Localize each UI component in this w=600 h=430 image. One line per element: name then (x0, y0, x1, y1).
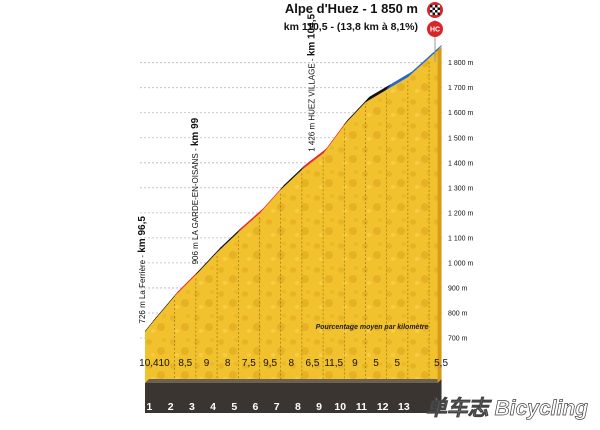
gradient-note: Pourcentage moyen par kilomètre (316, 324, 429, 331)
landmark-name: LA GARDE-EN-OISANS - (191, 146, 200, 240)
km-label: 7 (274, 401, 280, 413)
ytick-label: 1 100 m (448, 235, 473, 242)
ytick-label: 1 200 m (448, 210, 473, 217)
ytick-label: 1 500 m (448, 135, 473, 142)
km-label: 5 (231, 401, 237, 413)
landmark-km: km 104,5 (307, 13, 318, 56)
km-label: 9 (316, 401, 322, 413)
km-label: 10 (334, 401, 346, 413)
profile-area (145, 50, 438, 383)
finish-flag-icon (427, 2, 443, 18)
category-badge: HC (427, 21, 443, 37)
landmark-label: 726 m La Ferrière - km 96,5 (137, 216, 148, 324)
km-label: 2 (168, 401, 174, 413)
landmark-altitude: 906 m (191, 240, 200, 264)
ytick-label: 1 300 m (448, 185, 473, 192)
gradient-label: 8,5 (178, 358, 192, 369)
ytick-label: 1 600 m (448, 110, 473, 117)
gradient-label: 8 (225, 358, 231, 369)
gradient-label: 9,5 (263, 358, 277, 369)
km-label: 12 (377, 401, 389, 413)
gradient-label: 10 (159, 358, 171, 369)
landmark-km: km 96,5 (137, 216, 148, 253)
gradient-label: 7,5 (242, 358, 256, 369)
profile-side (437, 46, 442, 383)
gradient-label: 9 (352, 358, 358, 369)
chart-subtitle: km 110,5 - (13,8 km à 8,1%) (284, 21, 418, 33)
landmark-name: HUEZ VILLAGE - (308, 56, 317, 120)
km-label: 3 (189, 401, 195, 413)
gradient-label: 5 (373, 358, 379, 369)
km-label: 6 (253, 401, 259, 413)
km-labels: 1 2 3 4 5 6 7 8 9 10 11 12 13 (147, 401, 410, 413)
svg-text:HC: HC (430, 27, 440, 34)
watermark-logo: 单车志 Bicycling (426, 396, 588, 420)
gradient-labels: 10,4 10 8,5 9 8 7,5 9,5 8 6,5 11,5 9 5 5 5,5 (139, 358, 448, 369)
km-label: 1 (147, 401, 153, 413)
ytick-label: 1 700 m (448, 85, 473, 92)
km-label: 11 (356, 401, 367, 413)
landmarks: 726 m La Ferrière - km 96,5 906 m LA GARD… (137, 13, 318, 323)
gradient-label: 10,4 (139, 358, 159, 369)
ytick-label: 1 800 m (448, 60, 473, 67)
gradient-label: 5,5 (434, 358, 448, 369)
landmark-label: 1 426 m HUEZ VILLAGE - km 104,5 (307, 13, 318, 151)
road-segment (407, 44, 442, 78)
gradient-label: 5 (394, 358, 400, 369)
km-axis-base (145, 46, 442, 413)
ytick-label: 1 000 m (448, 260, 473, 267)
landmark-km: km 99 (190, 117, 201, 146)
base-top (145, 379, 442, 383)
altitude-axis: 700 m 800 m 900 m 1 000 m 1 100 m 1 200 m 1 30… (448, 60, 473, 342)
gradient-label: 11,5 (324, 358, 343, 369)
ytick-label: 700 m (448, 336, 468, 343)
base-block (145, 379, 442, 413)
gradient-label: 8 (288, 358, 294, 369)
km-label: 8 (295, 401, 301, 413)
chart-title: Alpe d'Huez - 1 850 m (285, 1, 418, 16)
profile-fill (145, 50, 438, 383)
ytick-label: 800 m (448, 310, 468, 317)
ytick-label: 900 m (448, 285, 468, 292)
landmark-name: La Ferrière - (138, 253, 147, 299)
gradient-label: 9 (204, 358, 210, 369)
profile-road-segments (144, 44, 442, 332)
km-label: 4 (210, 401, 216, 413)
gradient-label: 6,5 (306, 358, 320, 369)
landmark-label: 906 m LA GARDE-EN-OISANS - km 99 (190, 117, 201, 264)
landmark-altitude: 726 m (138, 299, 147, 323)
km-label: 13 (398, 401, 410, 413)
ytick-label: 1 400 m (448, 160, 473, 167)
landmark-altitude: 1 426 m (308, 121, 317, 152)
